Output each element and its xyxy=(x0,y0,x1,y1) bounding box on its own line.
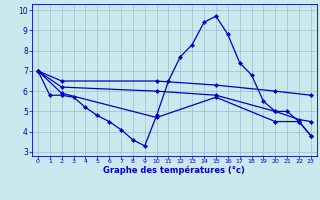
X-axis label: Graphe des températures (°c): Graphe des températures (°c) xyxy=(103,166,245,175)
